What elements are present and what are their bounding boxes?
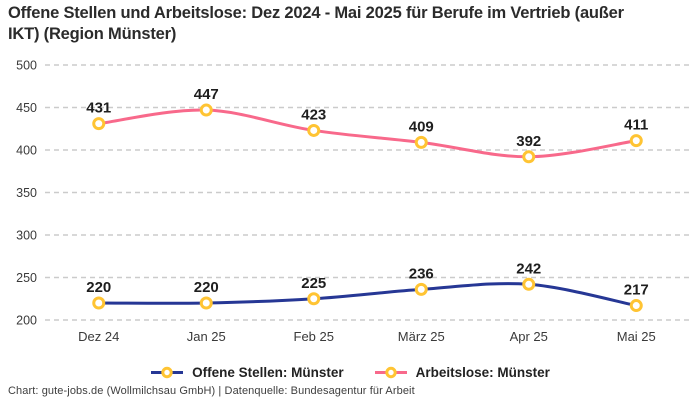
point-marker (199, 296, 213, 310)
line-chart: 200 250 300 350 400 450 500 Dez 24 Jan 25 Feb 25 M… (16, 59, 690, 344)
point-marker (92, 117, 106, 131)
x-tick-label: Apr 25 (510, 329, 548, 344)
data-label: 220 (86, 279, 111, 296)
legend-label-unemployed: Arbeitslose: Münster (415, 364, 550, 380)
data-label: 220 (194, 279, 219, 296)
data-label: 236 (409, 265, 434, 282)
x-tick-label: Dez 24 (78, 329, 119, 344)
legend-label-open-positions: Offene Stellen: Münster (192, 364, 344, 380)
point-marker (522, 277, 536, 291)
point-marker (199, 103, 213, 117)
x-tick-label: Jan 25 (187, 329, 226, 344)
data-label: 411 (624, 117, 648, 134)
point-marker (414, 282, 428, 296)
data-label: 423 (301, 106, 326, 123)
point-marker (629, 299, 643, 313)
y-tick-label: 200 (16, 314, 37, 328)
y-tick-label: 450 (16, 101, 37, 115)
legend-swatch-unemployed-icon (374, 366, 407, 378)
y-tick-label: 400 (16, 144, 37, 158)
series-line (97, 282, 638, 308)
data-label: 409 (409, 118, 434, 135)
point-marker (629, 134, 643, 148)
x-tick-label: Feb 25 (294, 329, 334, 344)
y-tick-label: 500 (16, 59, 37, 73)
series-line (97, 108, 638, 159)
data-label: 225 (301, 275, 326, 292)
chart-credit: Chart: gute-jobs.de (Wollmilchsau GmbH) … (8, 385, 415, 397)
legend-item-offene-stellen[interactable]: Offene Stellen: Münster (150, 365, 344, 380)
data-label: 217 (624, 282, 649, 299)
legend-item-arbeitslose[interactable]: Arbeitslose: Münster (374, 365, 550, 380)
chart-title: Offene Stellen und Arbeitslose: Dez 2024… (8, 4, 624, 43)
data-label: 431 (86, 100, 111, 117)
point-marker (92, 296, 106, 310)
chart-legend: Offene Stellen: Münster Arbeitslose: Mün… (0, 362, 700, 382)
y-tick-label: 300 (16, 229, 37, 243)
point-marker (414, 135, 428, 149)
x-tick-label: Mai 25 (617, 329, 656, 344)
y-tick-label: 250 (16, 271, 37, 285)
data-label: 447 (194, 86, 219, 103)
x-tick-label: März 25 (398, 329, 445, 344)
data-label: 242 (516, 260, 541, 277)
point-marker (522, 150, 536, 164)
point-marker (307, 123, 321, 137)
y-tick-label: 350 (16, 186, 37, 200)
point-marker (307, 292, 321, 306)
legend-swatch-open-positions-icon (151, 366, 184, 378)
data-label: 392 (516, 133, 541, 150)
